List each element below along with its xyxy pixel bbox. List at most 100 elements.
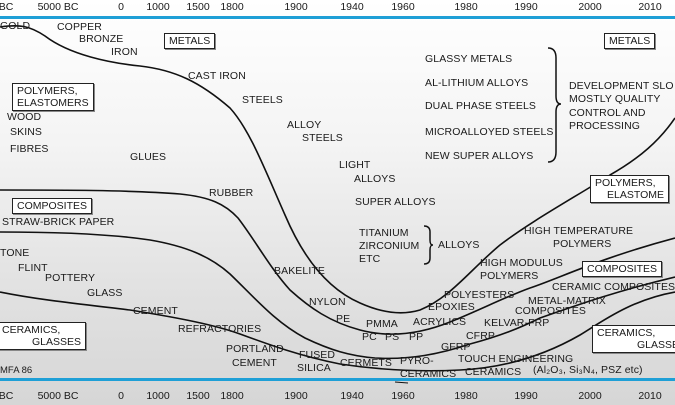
label-alloy-steels-2: STEELS: [302, 132, 343, 144]
tick-label: 1940: [340, 390, 364, 402]
label-flint: FLINT: [18, 262, 48, 274]
tick-label: 2000: [578, 390, 602, 402]
label-dual-phase: DUAL PHASE STEELS: [425, 100, 537, 112]
label-alloy-steels-1: ALLOY: [287, 119, 322, 131]
label-super-alloys: SUPER ALLOYS: [355, 196, 436, 208]
label-refractories: REFRACTORIES: [178, 323, 262, 335]
tick-label: 1960: [391, 390, 415, 402]
label-ceramic-formula: (Al₂O₃, Si₃N₄, PSZ etc): [533, 364, 643, 376]
label-cast-iron: CAST IRON: [188, 70, 246, 82]
label-high-temp-1: HIGH TEMPERATURE: [524, 225, 634, 237]
label-touch-1: TOUCH ENGINEERING: [458, 353, 574, 365]
metals-box-right: METALS: [604, 33, 656, 49]
label-fused-2: SILICA: [297, 362, 331, 374]
ceramics-box-right: CERAMICS, GLASSE: [592, 325, 675, 353]
tick-label: 1900: [284, 390, 308, 402]
label-acrylics: ACRYLICS: [413, 316, 467, 328]
pointer-line: [394, 381, 409, 384]
label-new-super-alloys: NEW SUPER ALLOYS: [425, 150, 534, 162]
label-portland-1: PORTLAND: [226, 343, 284, 355]
label-pc: PC: [362, 331, 377, 343]
box-line: POLYMERS,: [595, 177, 656, 189]
label-light-alloys-1: LIGHT: [339, 159, 371, 171]
box-line: CERAMICS,: [597, 327, 656, 339]
label-kelvar: KELVAR-FRP: [484, 317, 550, 329]
label-cermets: CERMETS: [340, 357, 393, 369]
tick-label: 2010: [638, 390, 662, 402]
tick-label: 1990: [514, 1, 538, 13]
label-high-modulus-2: POLYMERS: [480, 270, 539, 282]
development-note-line: MOSTLY QUALITY: [569, 93, 661, 105]
polymers-curve: [0, 189, 675, 335]
label-pyro-1: PYRO-: [400, 355, 434, 367]
development-note-line: PROCESSING: [569, 120, 641, 132]
label-fused-1: FUSED: [299, 349, 336, 361]
tick-label: 0: [118, 1, 124, 13]
polymers-box-left: POLYMERS, ELASTOMERS: [12, 83, 94, 111]
tick-label: BC: [0, 390, 14, 402]
tick-label: 1800: [220, 390, 244, 402]
metals-box-left: METALS: [164, 33, 216, 49]
label-glass: GLASS: [87, 287, 123, 299]
tick-label: 1980: [454, 1, 478, 13]
label-straw-brick: STRAW-BRICK PAPER: [2, 216, 115, 228]
bottom-axis-line: [0, 378, 675, 381]
label-cfrp: CFRP: [466, 330, 495, 342]
label-titanium: TITANIUM: [359, 227, 409, 239]
label-nylon: NYLON: [309, 296, 346, 308]
metals-curve: [0, 24, 675, 314]
label-metal-matrix-2: COMPOSITES: [515, 305, 587, 317]
tick-label: 1960: [391, 1, 415, 13]
label-gfrp: GFRP: [441, 341, 471, 353]
label-iron: IRON: [111, 46, 138, 58]
label-touch-2: CERAMICS: [465, 366, 522, 378]
tick-label: BC: [0, 1, 14, 13]
footer-credit: MFA 86: [0, 365, 33, 376]
tick-label: 0: [118, 390, 124, 402]
label-metal-matrix-1: METAL-MATRIX: [528, 295, 606, 307]
polymers-box-right: POLYMERS, ELASTOME: [590, 175, 669, 203]
development-note-line: CONTROL AND: [569, 107, 646, 119]
label-light-alloys-2: ALLOYS: [354, 173, 396, 185]
composites-curve: [0, 231, 675, 360]
label-stone: TONE: [0, 247, 30, 259]
label-bakelite: BAKELITE: [274, 265, 325, 277]
tick-label: 1800: [220, 1, 244, 13]
label-ps: PS: [385, 331, 400, 343]
box-line: CERAMICS,: [2, 324, 61, 336]
tick-label: 2000: [578, 1, 602, 13]
box-line: ELASTOME: [607, 189, 664, 201]
label-pe: PE: [336, 313, 351, 325]
label-epoxies: EPOXIES: [428, 301, 475, 313]
label-wood: WOOD: [7, 111, 42, 123]
label-etc: ETC: [359, 253, 381, 265]
tick-label: 1980: [454, 390, 478, 402]
label-ceramic-composites: CERAMIC COMPOSITES: [552, 281, 675, 293]
tick-label: 5000 BC: [37, 1, 79, 13]
label-fibres: FIBRES: [10, 143, 49, 155]
label-high-modulus-1: HIGH MODULUS: [480, 257, 563, 269]
composites-box-right: COMPOSITES: [582, 261, 663, 277]
label-bronze: BRONZE: [79, 33, 124, 45]
tick-label: 1500: [186, 1, 210, 13]
label-zirconium: ZIRCONIUM: [359, 240, 420, 252]
label-alloys: ALLOYS: [438, 239, 480, 251]
tick-label: 5000 BC: [37, 390, 79, 402]
label-skins: SKINS: [10, 126, 43, 138]
label-portland-2: CEMENT: [232, 357, 277, 369]
tick-label: 2010: [638, 1, 662, 13]
tick-label: 1940: [340, 1, 364, 13]
tick-label: 1500: [186, 390, 210, 402]
label-pyro-2: CERAMICS: [400, 368, 457, 380]
label-glues: GLUES: [130, 151, 167, 163]
label-copper: COPPER: [57, 21, 102, 33]
composites-box-left: COMPOSITES: [12, 198, 93, 214]
top-axis-line: [0, 16, 675, 19]
tick-label: 1000: [146, 1, 170, 13]
tick-label: 1990: [514, 390, 538, 402]
label-glassy-metals: GLASSY METALS: [425, 53, 513, 65]
tick-label: 1000: [146, 390, 170, 402]
label-al-lithium: AL-LITHIUM ALLOYS: [425, 77, 529, 89]
